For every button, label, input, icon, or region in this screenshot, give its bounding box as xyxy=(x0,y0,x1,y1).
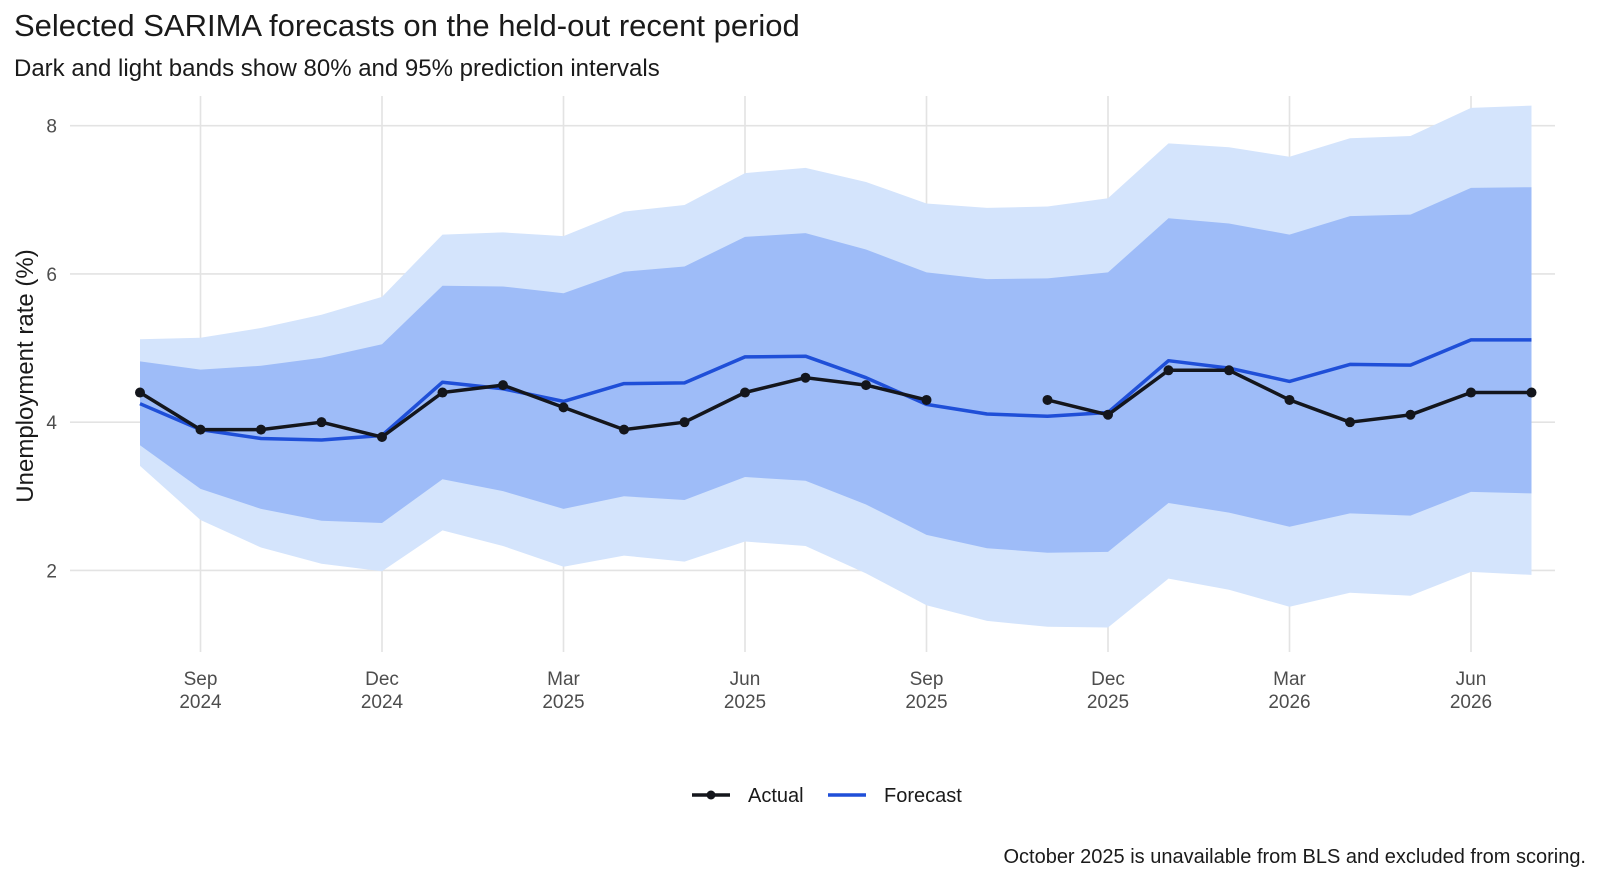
y-tick-label: 2 xyxy=(46,561,57,582)
chart-subtitle: Dark and light bands show 80% and 95% pr… xyxy=(14,55,660,82)
y-axis-title: Unemployment rate (%) xyxy=(12,249,39,502)
actual-point xyxy=(921,394,932,405)
actual-point xyxy=(1103,409,1113,420)
y-tick-label: 6 xyxy=(46,265,57,286)
axis-tick-labels: 2 4 6 8 Sep 2024 Dec 2024 Mar 2025 Jun 2025 Sep 2025 D… xyxy=(46,117,1492,713)
x-tick-label: Dec 2025 xyxy=(1087,669,1129,713)
actual-point xyxy=(256,424,266,435)
x-tick-label: Sep 2024 xyxy=(179,669,222,713)
y-tick-label: 8 xyxy=(46,117,57,138)
actual-point xyxy=(1163,365,1174,376)
actual-point xyxy=(1526,387,1537,398)
chart-title: Selected SARIMA forecasts on the held-ou… xyxy=(14,8,800,43)
actual-point xyxy=(800,372,811,383)
actual-point xyxy=(195,424,206,435)
legend-key-actual-point xyxy=(706,790,716,800)
legend: Actual Forecast xyxy=(692,785,962,807)
actual-point xyxy=(1042,394,1053,405)
actual-point xyxy=(1466,387,1476,398)
legend-label-forecast: Forecast xyxy=(884,785,962,807)
legend-item-forecast: Forecast xyxy=(828,785,962,807)
actual-point xyxy=(316,417,327,428)
actual-point xyxy=(498,380,508,391)
actual-point xyxy=(1405,409,1416,420)
y-tick-label: 4 xyxy=(46,413,57,434)
actual-point xyxy=(1224,365,1234,376)
actual-point xyxy=(619,424,629,435)
actual-point xyxy=(679,417,690,428)
x-tick-label: Jun 2025 xyxy=(724,669,766,713)
actual-point xyxy=(861,380,871,391)
legend-label-actual: Actual xyxy=(748,785,804,807)
legend-item-actual: Actual xyxy=(692,785,804,807)
actual-point xyxy=(1345,417,1355,428)
actual-point xyxy=(135,387,145,398)
x-tick-label: Mar 2025 xyxy=(542,669,584,713)
actual-point xyxy=(377,432,387,443)
interval-band-80pct xyxy=(140,187,1532,553)
x-tick-label: Sep 2025 xyxy=(905,669,947,713)
actual-point xyxy=(437,387,448,398)
actual-point xyxy=(740,387,750,398)
chart-caption: October 2025 is unavailable from BLS and… xyxy=(1003,846,1586,868)
x-tick-label: Dec 2024 xyxy=(361,669,404,713)
actual-point xyxy=(558,402,569,413)
actual-point xyxy=(1284,394,1295,405)
x-tick-label: Jun 2026 xyxy=(1450,669,1492,713)
x-tick-label: Mar 2026 xyxy=(1268,669,1310,713)
actual-points xyxy=(135,365,1537,443)
